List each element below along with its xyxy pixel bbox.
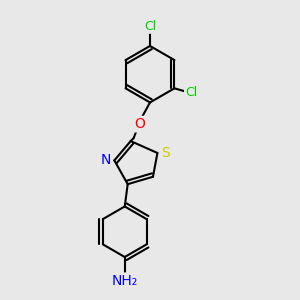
Text: NH₂: NH₂: [112, 274, 138, 288]
Text: Cl: Cl: [185, 86, 197, 99]
Text: Cl: Cl: [144, 20, 156, 33]
Text: S: S: [161, 146, 170, 160]
Text: N: N: [101, 153, 111, 167]
Text: O: O: [134, 117, 145, 131]
